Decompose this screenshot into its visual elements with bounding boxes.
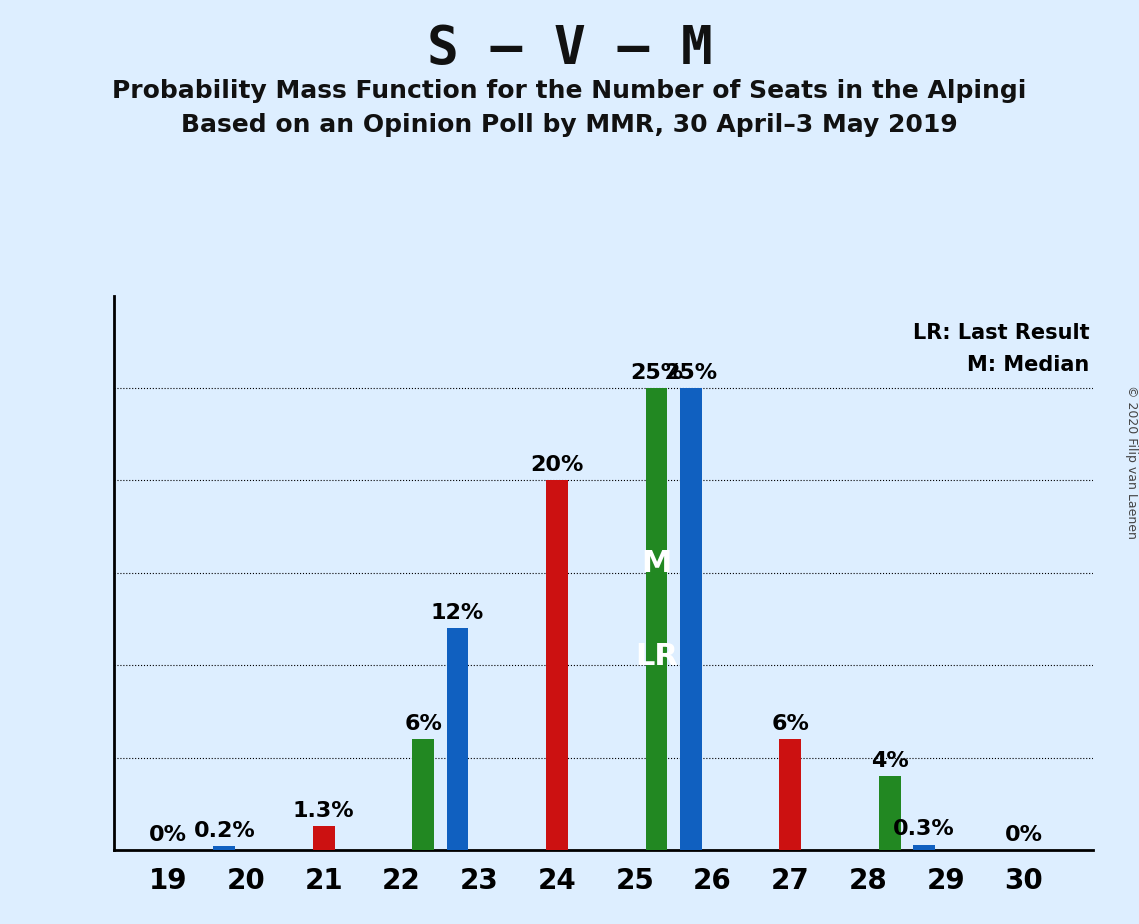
Text: 0.3%: 0.3% [893,819,954,839]
Text: M: M [641,549,672,578]
Bar [546,480,568,850]
Text: M: Median: M: Median [967,355,1090,375]
Text: 20%: 20% [531,455,583,475]
Text: 6%: 6% [771,713,809,734]
Text: Probability Mass Function for the Number of Seats in the Alpingi: Probability Mass Function for the Number… [113,79,1026,103]
Bar [313,826,335,850]
Text: Based on an Opinion Poll by MMR, 30 April–3 May 2019: Based on an Opinion Poll by MMR, 30 Apri… [181,113,958,137]
Text: 1.3%: 1.3% [293,800,354,821]
Text: LR: LR [636,641,678,671]
Text: 25%: 25% [630,362,683,383]
Bar [879,776,901,850]
Text: 0%: 0% [149,824,187,845]
Text: LR: Last Result: LR: Last Result [913,323,1090,344]
Text: 25%: 25% [664,362,718,383]
Bar [779,739,801,850]
Bar [213,846,235,850]
Bar [680,388,702,850]
Text: © 2020 Filip van Laenen: © 2020 Filip van Laenen [1124,385,1138,539]
Text: 0%: 0% [1005,824,1042,845]
Bar [446,628,468,850]
Bar [646,388,667,850]
Bar [913,845,935,850]
Text: 6%: 6% [404,713,442,734]
Bar [412,739,434,850]
Text: S – V – M: S – V – M [427,23,712,75]
Text: 12%: 12% [431,602,484,623]
Text: 0.2%: 0.2% [194,821,255,841]
Text: 4%: 4% [871,750,909,771]
